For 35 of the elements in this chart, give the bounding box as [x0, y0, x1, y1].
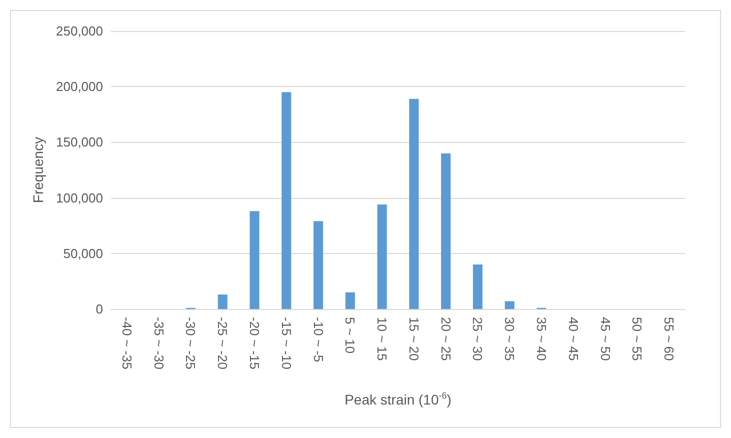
x-tick-label: 55 ~ 60 — [662, 317, 677, 361]
y-tick-label: 200,000 — [56, 79, 103, 94]
bar — [345, 292, 355, 309]
y-tick-label: 0 — [96, 302, 103, 316]
bar — [282, 92, 292, 309]
bar — [218, 294, 228, 309]
y-tick-label: 50,000 — [63, 246, 103, 261]
x-tick-label: 15 ~ 20 — [406, 317, 422, 361]
y-tick-label: 100,000 — [56, 190, 103, 206]
bar — [377, 204, 387, 309]
x-tick-label: 30 ~ 35 — [502, 317, 518, 361]
x-tick-label: 50 ~ 55 — [630, 317, 645, 361]
y-tick-label: 150,000 — [56, 134, 103, 150]
x-tick-label: 25 ~ 30 — [470, 317, 486, 361]
bar — [409, 98, 419, 309]
x-tick-label: 5 ~ 10 — [342, 317, 358, 354]
bar — [504, 301, 514, 309]
y-axis-title: Frequency — [30, 136, 46, 204]
x-tick-label: -30 ~ -25 — [183, 317, 198, 370]
bar — [250, 211, 260, 309]
x-tick-label: -25 ~ -20 — [215, 317, 230, 370]
y-tick-label: 250,000 — [56, 24, 103, 38]
x-tick-label: -20 ~ -15 — [247, 317, 262, 370]
x-tick-label: 10 ~ 15 — [374, 317, 390, 361]
x-tick-label: 40 ~ 45 — [566, 317, 581, 361]
bar — [472, 264, 483, 309]
x-tick-label: -40 ~ -35 — [119, 317, 134, 370]
bar — [313, 221, 324, 309]
x-tick-label: -10 ~ -5 — [310, 317, 326, 362]
bar — [441, 153, 451, 309]
x-tick-label: 45 ~ 50 — [598, 317, 613, 361]
x-tick-label: -35 ~ -30 — [151, 317, 166, 370]
x-tick-label: -15 ~ -10 — [278, 317, 294, 370]
x-tick-label: 20 ~ 25 — [438, 317, 454, 361]
x-tick-label: 35 ~ 40 — [534, 317, 549, 361]
